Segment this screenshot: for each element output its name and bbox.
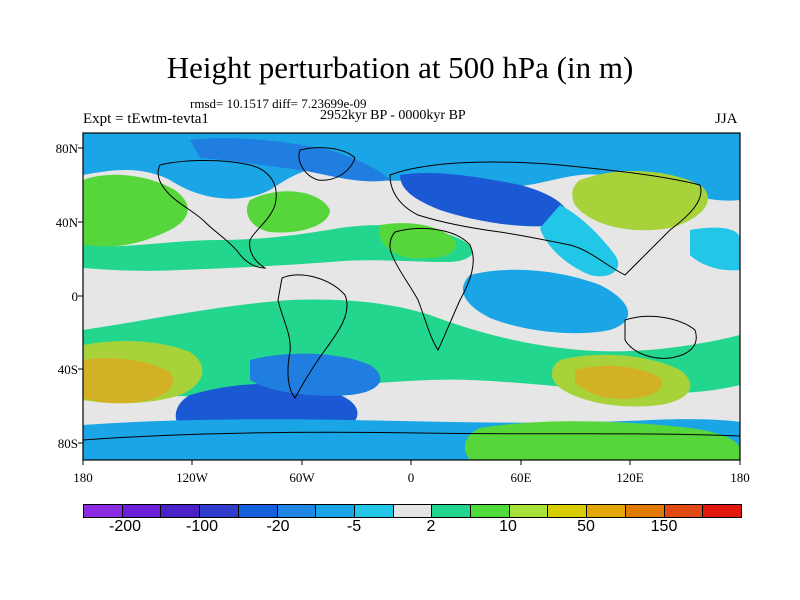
axis-ticks (78, 147, 741, 465)
colorbar-swatch (277, 505, 317, 517)
colorbar-swatch (587, 505, 626, 517)
coast-australia (624, 315, 697, 359)
colorbar-swatch (471, 505, 510, 517)
colorbar-swatch (509, 505, 549, 517)
lat-label: 80N (55, 141, 78, 156)
colorbar-label: -20 (266, 518, 290, 535)
colorbar-swatch (548, 505, 588, 517)
lon-label: 0 (407, 470, 415, 485)
contour-field (83, 133, 740, 460)
lon-label: 120E (616, 470, 644, 485)
lon-label: 180 (730, 470, 750, 485)
colorbar-swatch (84, 505, 123, 517)
lat-label: 40S (57, 362, 78, 377)
period-label: 2952kyr BP - 0000kyr BP (320, 108, 466, 123)
field-south-orange-east (575, 365, 662, 399)
lat-label: 0 (71, 289, 79, 304)
colorbar (83, 504, 742, 518)
field-na-green (246, 191, 330, 233)
field-arctic-deepblue (190, 138, 390, 182)
coast-eurasia (389, 161, 702, 276)
colorbar-swatch (703, 505, 741, 517)
lon-label: 180 (73, 470, 93, 485)
colorbar-swatch (393, 505, 433, 517)
colorbar-swatch (122, 505, 162, 517)
experiment-label: Expt = tEwtm-tevta1 (83, 111, 209, 127)
field-midlat-green (83, 225, 473, 271)
colorbar-swatch (664, 505, 704, 517)
field-africa-green (379, 223, 456, 259)
lat-label: 40N (55, 215, 78, 230)
colorbar-swatch (316, 505, 355, 517)
coast-greenland (298, 147, 356, 181)
colorbar-label: -200 (108, 518, 142, 535)
colorbar-label: -5 (346, 518, 362, 535)
colorbar-label: 2 (426, 518, 436, 535)
colorbar-label: 10 (499, 518, 517, 535)
colorbar-label: 150 (650, 518, 678, 535)
field-europe-blue (400, 173, 568, 227)
field-asia-yellow (572, 170, 709, 231)
colorbar-label: -100 (185, 518, 219, 535)
colorbar-label: 50 (577, 518, 595, 535)
colorbar-swatch (432, 505, 472, 517)
coast-south-america (277, 274, 348, 399)
colorbar-swatch (625, 505, 665, 517)
stats-line: rmsd= 10.1517 diff= 7.23699e-09 (190, 96, 367, 111)
colorbar-swatch (238, 505, 278, 517)
lat-label: 80S (57, 436, 78, 451)
lon-label: 60E (510, 470, 532, 485)
field-nw-green (83, 174, 188, 247)
field-sa-blue-light (250, 353, 381, 396)
field-south-orange-west (83, 358, 174, 404)
coast-antarctica (83, 431, 740, 441)
lon-label: 60W (289, 470, 315, 485)
lon-label: 120W (176, 470, 208, 485)
coast-north-america (157, 160, 277, 269)
colorbar-swatch (354, 505, 394, 517)
field-antarctic-green (464, 421, 740, 460)
coastlines (83, 147, 740, 441)
field-pacific-cyan (690, 227, 740, 271)
colorbar-swatch (200, 505, 239, 517)
plot-title: Height perturbation at 500 hPa (in m) (166, 50, 634, 85)
field-indian-blue (462, 269, 629, 334)
season-label: JJA (715, 111, 738, 127)
coast-africa (389, 228, 474, 352)
colorbar-swatch (161, 505, 201, 517)
